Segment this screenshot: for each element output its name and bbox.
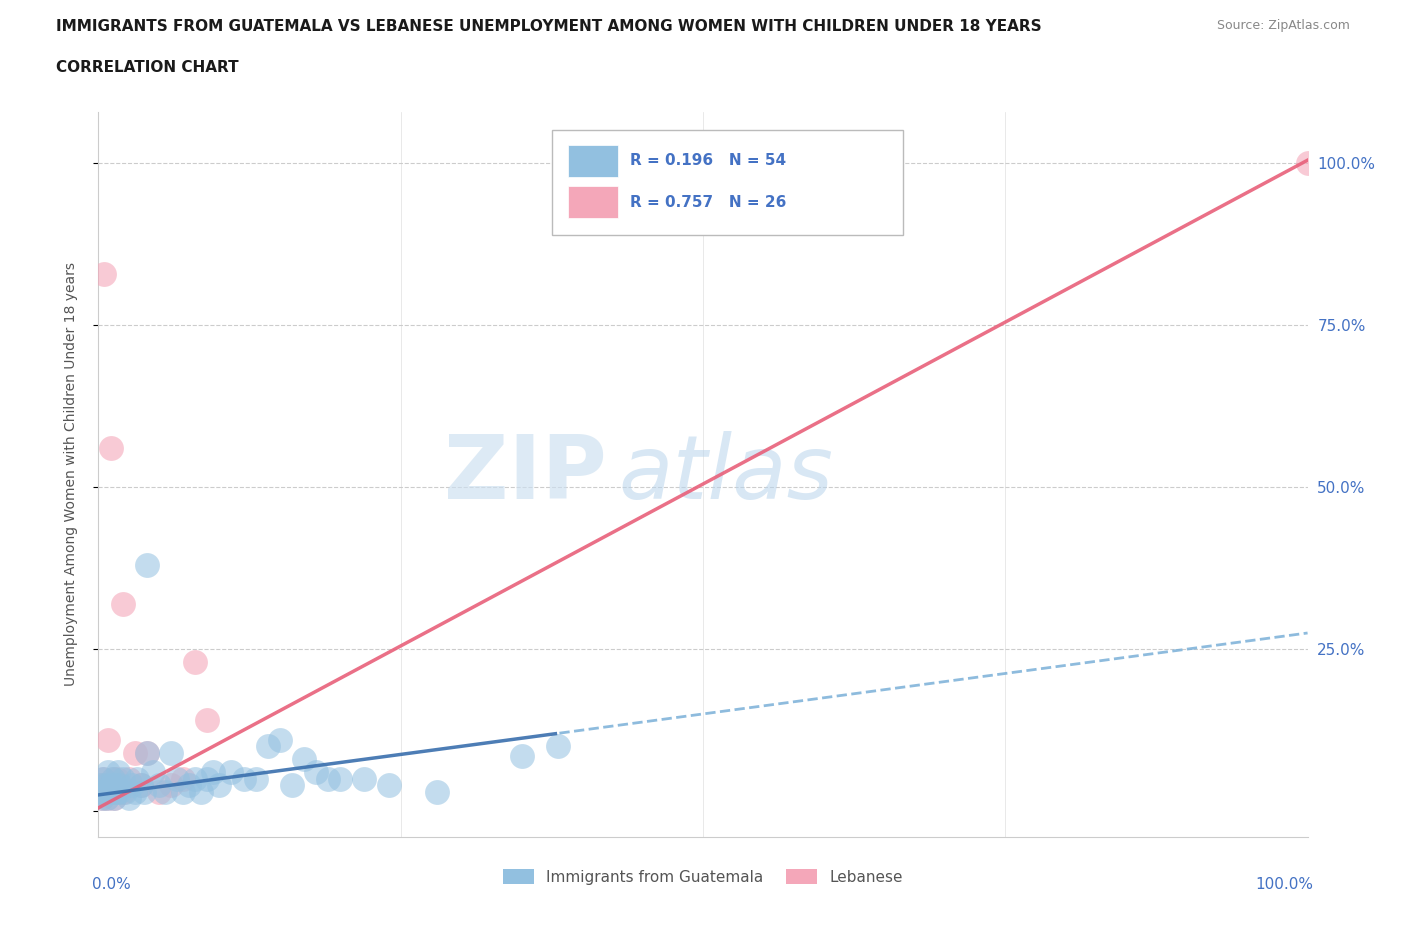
Lebanese (94, 777, 117, 792)
Lebanese (97, 733, 120, 748)
Immigrants from Guatemala (232, 771, 254, 786)
Lebanese (111, 784, 134, 799)
Immigrants from Guatemala (101, 771, 124, 786)
Lebanese (184, 655, 207, 670)
Immigrants from Guatemala (329, 771, 352, 786)
Immigrants from Guatemala (135, 558, 157, 573)
Immigrants from Guatemala (96, 790, 118, 805)
Lebanese (1296, 156, 1319, 171)
Immigrants from Guatemala (510, 749, 533, 764)
Immigrants from Guatemala (221, 764, 243, 779)
Lebanese (93, 266, 115, 281)
Lebanese (90, 777, 112, 792)
Immigrants from Guatemala (111, 771, 134, 786)
Immigrants from Guatemala (134, 784, 156, 799)
Lebanese (100, 777, 122, 792)
Lebanese (91, 771, 114, 786)
Immigrants from Guatemala (121, 777, 143, 792)
Immigrants from Guatemala (190, 784, 212, 799)
FancyBboxPatch shape (568, 186, 619, 219)
Immigrants from Guatemala (195, 771, 218, 786)
Immigrants from Guatemala (89, 784, 111, 799)
Immigrants from Guatemala (142, 764, 165, 779)
Immigrants from Guatemala (90, 777, 112, 792)
Immigrants from Guatemala (103, 790, 125, 805)
Immigrants from Guatemala (281, 777, 304, 792)
Immigrants from Guatemala (104, 777, 127, 792)
Immigrants from Guatemala (184, 771, 207, 786)
Lebanese (118, 771, 141, 786)
Immigrants from Guatemala (124, 784, 146, 799)
Immigrants from Guatemala (91, 771, 114, 786)
Text: 100.0%: 100.0% (1256, 877, 1313, 892)
Lebanese (103, 790, 125, 805)
Text: R = 0.757   N = 26: R = 0.757 N = 26 (630, 194, 787, 210)
Immigrants from Guatemala (153, 784, 176, 799)
Immigrants from Guatemala (148, 777, 170, 792)
Lebanese (148, 784, 170, 799)
Lebanese (105, 771, 128, 786)
Immigrants from Guatemala (316, 771, 339, 786)
Lebanese (124, 745, 146, 760)
Immigrants from Guatemala (135, 745, 157, 760)
Immigrants from Guatemala (100, 777, 122, 792)
Immigrants from Guatemala (245, 771, 267, 786)
Immigrants from Guatemala (100, 784, 122, 799)
Lebanese (93, 784, 115, 799)
Lebanese (111, 596, 134, 611)
FancyBboxPatch shape (551, 130, 903, 235)
Immigrants from Guatemala (107, 764, 129, 779)
Immigrants from Guatemala (127, 771, 149, 786)
Immigrants from Guatemala (208, 777, 231, 792)
Immigrants from Guatemala (292, 751, 315, 766)
Immigrants from Guatemala (129, 777, 152, 792)
Text: ZIP: ZIP (443, 431, 606, 518)
Immigrants from Guatemala (97, 764, 120, 779)
Lebanese (91, 790, 114, 805)
Immigrants from Guatemala (377, 777, 399, 792)
Immigrants from Guatemala (118, 790, 141, 805)
Text: R = 0.196   N = 54: R = 0.196 N = 54 (630, 153, 786, 168)
Immigrants from Guatemala (172, 784, 194, 799)
Lebanese (101, 771, 124, 786)
Text: Source: ZipAtlas.com: Source: ZipAtlas.com (1216, 19, 1350, 32)
Immigrants from Guatemala (305, 764, 328, 779)
Immigrants from Guatemala (114, 784, 136, 799)
Lebanese (100, 784, 122, 799)
Text: CORRELATION CHART: CORRELATION CHART (56, 60, 239, 75)
Immigrants from Guatemala (269, 733, 291, 748)
FancyBboxPatch shape (568, 145, 619, 177)
Lebanese (98, 784, 121, 799)
Lebanese (129, 777, 152, 792)
Lebanese (172, 771, 194, 786)
Text: 0.0%: 0.0% (93, 877, 131, 892)
Lebanese (89, 784, 111, 799)
Immigrants from Guatemala (426, 784, 449, 799)
Immigrants from Guatemala (105, 784, 128, 799)
Immigrants from Guatemala (166, 771, 188, 786)
Lebanese (108, 777, 131, 792)
Immigrants from Guatemala (353, 771, 375, 786)
Immigrants from Guatemala (202, 764, 225, 779)
Immigrants from Guatemala (94, 777, 117, 792)
Immigrants from Guatemala (179, 777, 201, 792)
Immigrants from Guatemala (91, 790, 114, 805)
Immigrants from Guatemala (160, 745, 183, 760)
Text: atlas: atlas (619, 432, 834, 517)
Lebanese (96, 790, 118, 805)
Immigrants from Guatemala (93, 784, 115, 799)
Y-axis label: Unemployment Among Women with Children Under 18 years: Unemployment Among Women with Children U… (63, 262, 77, 686)
Lebanese (195, 713, 218, 728)
Text: IMMIGRANTS FROM GUATEMALA VS LEBANESE UNEMPLOYMENT AMONG WOMEN WITH CHILDREN UND: IMMIGRANTS FROM GUATEMALA VS LEBANESE UN… (56, 19, 1042, 33)
Immigrants from Guatemala (256, 738, 278, 753)
Immigrants from Guatemala (547, 738, 569, 753)
Lebanese (100, 441, 122, 456)
Immigrants from Guatemala (108, 777, 131, 792)
Immigrants from Guatemala (98, 784, 121, 799)
Immigrants from Guatemala (108, 784, 131, 799)
Legend: Immigrants from Guatemala, Lebanese: Immigrants from Guatemala, Lebanese (498, 863, 908, 891)
Lebanese (135, 745, 157, 760)
Lebanese (160, 777, 183, 792)
